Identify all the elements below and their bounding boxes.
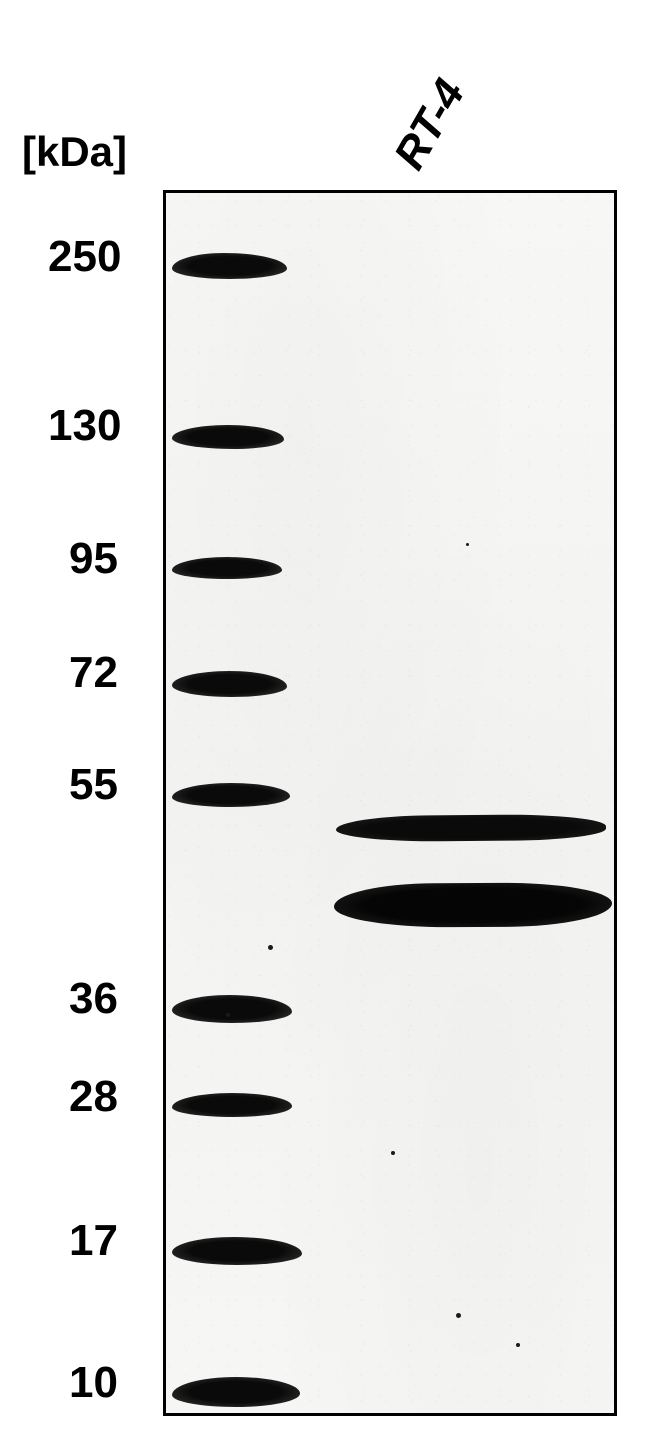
marker-label-72: 72 [69,648,118,698]
ladder-band [172,783,290,807]
ladder-band [172,671,287,697]
ladder-band [172,1377,300,1407]
speck [268,945,273,950]
speck [456,1313,461,1318]
marker-label-95: 95 [69,534,118,584]
marker-label-36: 36 [69,974,118,1024]
ladder-band [172,995,292,1023]
marker-label-17: 17 [69,1216,118,1266]
ladder-band [172,425,284,449]
marker-label-28: 28 [69,1072,118,1122]
ladder-band [172,557,282,579]
sample-band [336,814,606,842]
marker-label-250: 250 [48,232,121,282]
ladder-band [172,1093,292,1117]
marker-label-10: 10 [69,1358,118,1408]
speck [391,1151,395,1155]
speck [226,1013,230,1017]
speck [466,543,469,546]
lane-label-rt4: RT-4 [385,71,476,178]
axis-title: [kDa] [22,128,127,176]
marker-label-55: 55 [69,760,118,810]
western-blot-figure: [kDa] RT-4 250 130 95 72 55 36 28 17 10 [0,0,650,1446]
sample-band [334,882,612,927]
blot-frame [163,190,617,1416]
speck [516,1343,520,1347]
ladder-band [172,1237,302,1265]
marker-label-130: 130 [48,401,121,451]
